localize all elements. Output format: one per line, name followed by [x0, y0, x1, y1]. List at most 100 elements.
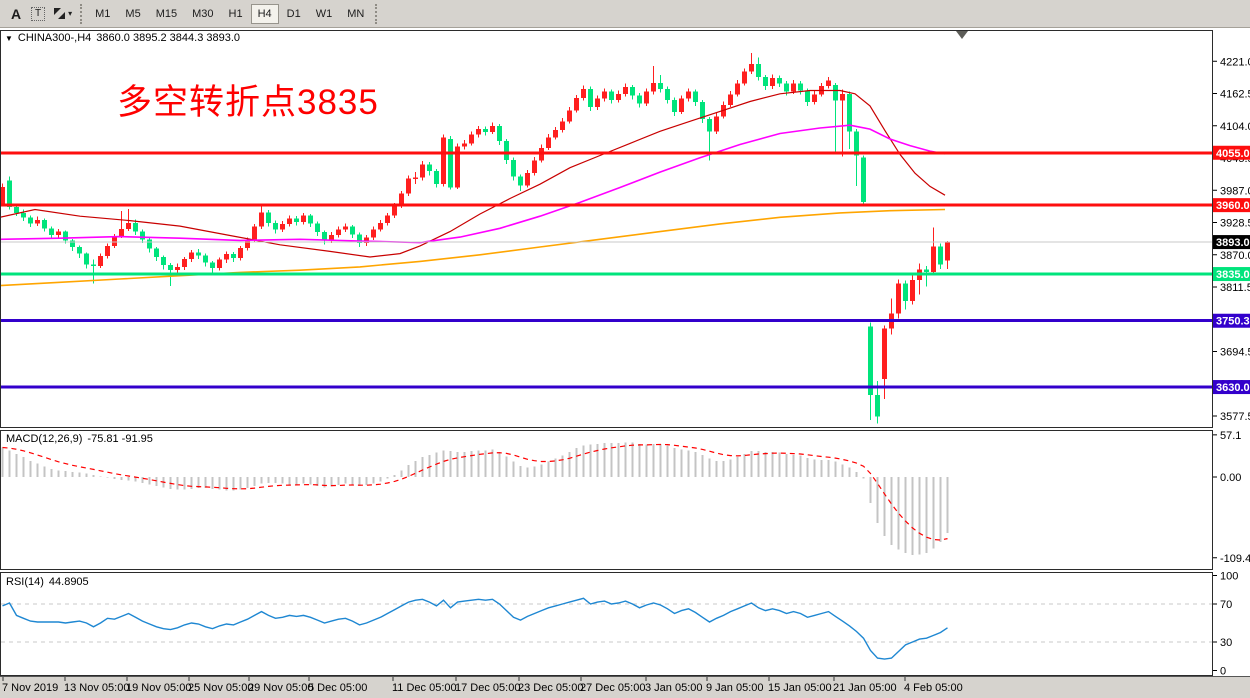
candle-body — [203, 255, 208, 263]
candle-body — [644, 91, 649, 104]
candle-body — [896, 283, 901, 314]
timeframe-button-H1[interactable]: H1 — [222, 4, 250, 24]
candle-body — [84, 253, 89, 265]
price-badge-3893.0 — [1213, 235, 1250, 250]
candle-body — [707, 119, 712, 132]
candle-body — [546, 137, 551, 148]
timeframe-button-M15[interactable]: M15 — [149, 4, 184, 24]
candle-body — [378, 222, 383, 230]
timeframe-button-W1[interactable]: W1 — [309, 4, 340, 24]
candle-body — [553, 130, 558, 138]
candle-body — [343, 226, 348, 230]
candle-body — [294, 218, 299, 223]
candle-body — [406, 178, 411, 194]
candle-body — [567, 110, 572, 122]
candle-body — [280, 223, 285, 230]
symbol-dropdown-icon[interactable]: ▼ — [5, 33, 13, 43]
ohlc-values: 3860.0 3895.2 3844.3 3893.0 — [96, 32, 241, 44]
candle-body — [210, 262, 215, 268]
price-tick-label: 4221.0 — [1220, 56, 1250, 68]
arrows-icon — [54, 8, 66, 19]
candle-body — [791, 83, 796, 92]
time-label: 23 Dec 05:00 — [518, 682, 583, 694]
candle-body — [665, 88, 670, 100]
candle-body — [371, 229, 376, 238]
price-tick-label: 3811.5 — [1220, 282, 1250, 294]
arrows-tool-button[interactable]: ▾ — [49, 3, 76, 25]
price-badge-3750.3 — [1213, 313, 1250, 328]
candle-body — [98, 255, 103, 266]
time-label: 19 Nov 05:00 — [126, 682, 191, 694]
candle-body — [784, 83, 789, 92]
price-tick-label: 3870.0 — [1220, 250, 1250, 262]
candle-body — [931, 246, 936, 272]
candle-body — [588, 88, 593, 108]
ma-mid-magenta — [0, 124, 946, 244]
font-tool-button[interactable]: A — [5, 3, 27, 25]
timeframe-button-MN[interactable]: MN — [340, 4, 371, 24]
candle-body — [105, 245, 110, 256]
price-badge-3835.0 — [1213, 267, 1250, 282]
timeframe-button-D1[interactable]: D1 — [280, 4, 308, 24]
time-label: 4 Feb 05:00 — [904, 682, 963, 694]
candle-body — [315, 223, 320, 233]
rsi-name: RSI(14) — [6, 576, 44, 588]
candle-body — [308, 215, 313, 224]
macd-values: -75.81 -91.95 — [87, 433, 153, 445]
candle-body — [868, 326, 873, 395]
time-label: 5 Dec 05:00 — [308, 682, 367, 694]
timeframe-button-H4[interactable]: H4 — [250, 3, 279, 24]
price-tick-label: 3694.5 — [1220, 346, 1250, 358]
candle-body — [182, 259, 187, 267]
candle-body — [259, 212, 264, 227]
candle-body — [602, 91, 607, 99]
candle-body — [490, 125, 495, 132]
candle-body — [910, 280, 915, 302]
candle-body — [798, 83, 803, 91]
candle-body — [56, 231, 61, 235]
candle-body — [532, 160, 537, 174]
candle-body — [63, 231, 68, 241]
candle-body — [875, 394, 880, 417]
candle-body — [616, 93, 621, 100]
time-label: 7 Nov 2019 — [2, 682, 58, 694]
candle-body — [938, 246, 943, 265]
candle-body — [77, 247, 82, 254]
candle-body — [266, 212, 271, 223]
candle-body — [483, 129, 488, 132]
candle-body — [0, 186, 5, 204]
candle-body — [637, 95, 642, 104]
candle-body — [560, 121, 565, 131]
macd-name: MACD(12,26,9) — [6, 433, 83, 445]
time-label: 3 Jan 05:00 — [645, 682, 703, 694]
price-badge-label: 3630.0 — [1216, 382, 1250, 394]
price-tick-label: 4104.0 — [1220, 121, 1250, 133]
candle-body — [581, 88, 586, 99]
timeframe-button-M30[interactable]: M30 — [185, 4, 220, 24]
candle-body — [854, 131, 859, 156]
price-badge-label: 3750.3 — [1216, 316, 1250, 328]
main-pane-border — [0, 30, 1213, 428]
rsi-pane-border — [0, 572, 1213, 676]
rsi-tick-label: 30 — [1220, 637, 1232, 649]
rsi-indicator-label: RSI(14) 44.8905 — [6, 576, 89, 588]
candle-body — [504, 141, 509, 160]
candle-body — [42, 220, 47, 229]
chart-shift-marker[interactable] — [956, 31, 968, 39]
candle-body — [735, 83, 740, 95]
rsi-tick-label: 70 — [1220, 599, 1232, 611]
candle-body — [413, 177, 418, 180]
price-tick-label: 3577.5 — [1220, 411, 1250, 423]
candle-body — [679, 98, 684, 112]
timeframe-button-M1[interactable]: M1 — [88, 4, 117, 24]
timeframe-button-M5[interactable]: M5 — [118, 4, 147, 24]
time-label: 15 Jan 05:00 — [768, 682, 832, 694]
candle-body — [385, 215, 390, 223]
candle-body — [238, 248, 243, 259]
candle-body — [420, 164, 425, 178]
candle-body — [777, 77, 782, 84]
text-label-tool-button[interactable]: T — [27, 3, 49, 25]
candle-body — [609, 91, 614, 100]
